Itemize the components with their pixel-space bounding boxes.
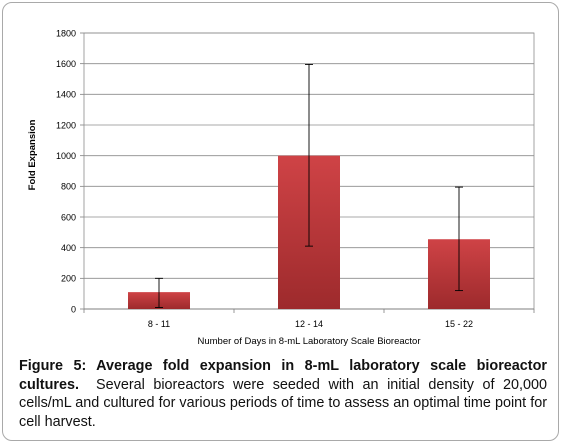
error-bar: [455, 186, 463, 292]
x-tick-label: 15 - 22: [445, 319, 473, 329]
error-bar: [305, 63, 313, 247]
x-tick-label: 12 - 14: [295, 319, 323, 329]
caption-text: Several bioreactors were seeded with an …: [19, 376, 548, 430]
y-tick-label: 1400: [56, 90, 76, 100]
x-tick-labels: 8 - 11 12 - 14 15 - 22: [148, 319, 473, 329]
y-axis-label: Fold Expansion: [27, 119, 38, 190]
error-bar: [155, 277, 163, 308]
figure-caption: Figure 5: Average fold expansion in 8-mL…: [19, 357, 547, 431]
x-tick-label: 8 - 11: [148, 319, 170, 329]
y-tick-label: 1600: [56, 59, 76, 69]
error-bars: [155, 63, 463, 308]
bar-chart: 0 200 400 600 800 1000 1200 1400 1600 1800 8 - 11…: [27, 28, 535, 347]
y-tick-label: 600: [61, 212, 76, 222]
y-tick-labels: 0 200 400 600 800 1000 1200 1400 1600 1800: [56, 28, 76, 314]
caption-label: Figure 5: Average fold expansion in 8-mL…: [19, 358, 547, 393]
x-axis-label: Number of Days in 8-mL Laboratory Scale …: [198, 336, 421, 347]
y-tick-label: 800: [61, 182, 76, 192]
y-tick-label: 1200: [56, 120, 76, 130]
y-tick-label: 1800: [56, 28, 76, 38]
y-tick-label: 200: [61, 274, 76, 284]
y-tick-label: 0: [71, 304, 76, 314]
y-tick-label: 1000: [56, 151, 76, 161]
y-tick-label: 400: [61, 243, 76, 253]
